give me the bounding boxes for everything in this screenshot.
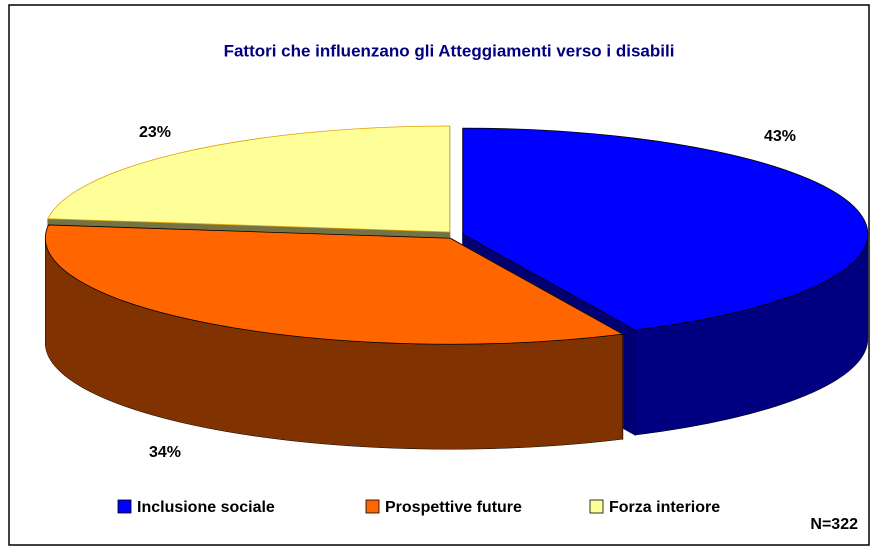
legend-label: Inclusione sociale	[137, 499, 275, 516]
legend: Inclusione sociale Prospettive future Forz…	[117, 499, 720, 516]
data-label: 34%	[149, 444, 181, 461]
chart-title: Fattori che influenzano gli Atteggiament…	[224, 41, 675, 60]
annotation: N=322	[810, 516, 858, 533]
legend-swatch	[589, 499, 604, 514]
slice	[44, 224, 625, 345]
legend-swatch	[365, 499, 380, 514]
data-label: 23%	[139, 124, 171, 141]
slice	[47, 125, 451, 233]
legend-label: Forza interiore	[609, 499, 720, 516]
slice	[462, 127, 869, 331]
legend-label: Prospettive future	[385, 499, 522, 516]
pie: 43% 34% 23%	[44, 124, 869, 461]
data-label: 43%	[764, 128, 796, 145]
legend-swatch	[117, 499, 132, 514]
